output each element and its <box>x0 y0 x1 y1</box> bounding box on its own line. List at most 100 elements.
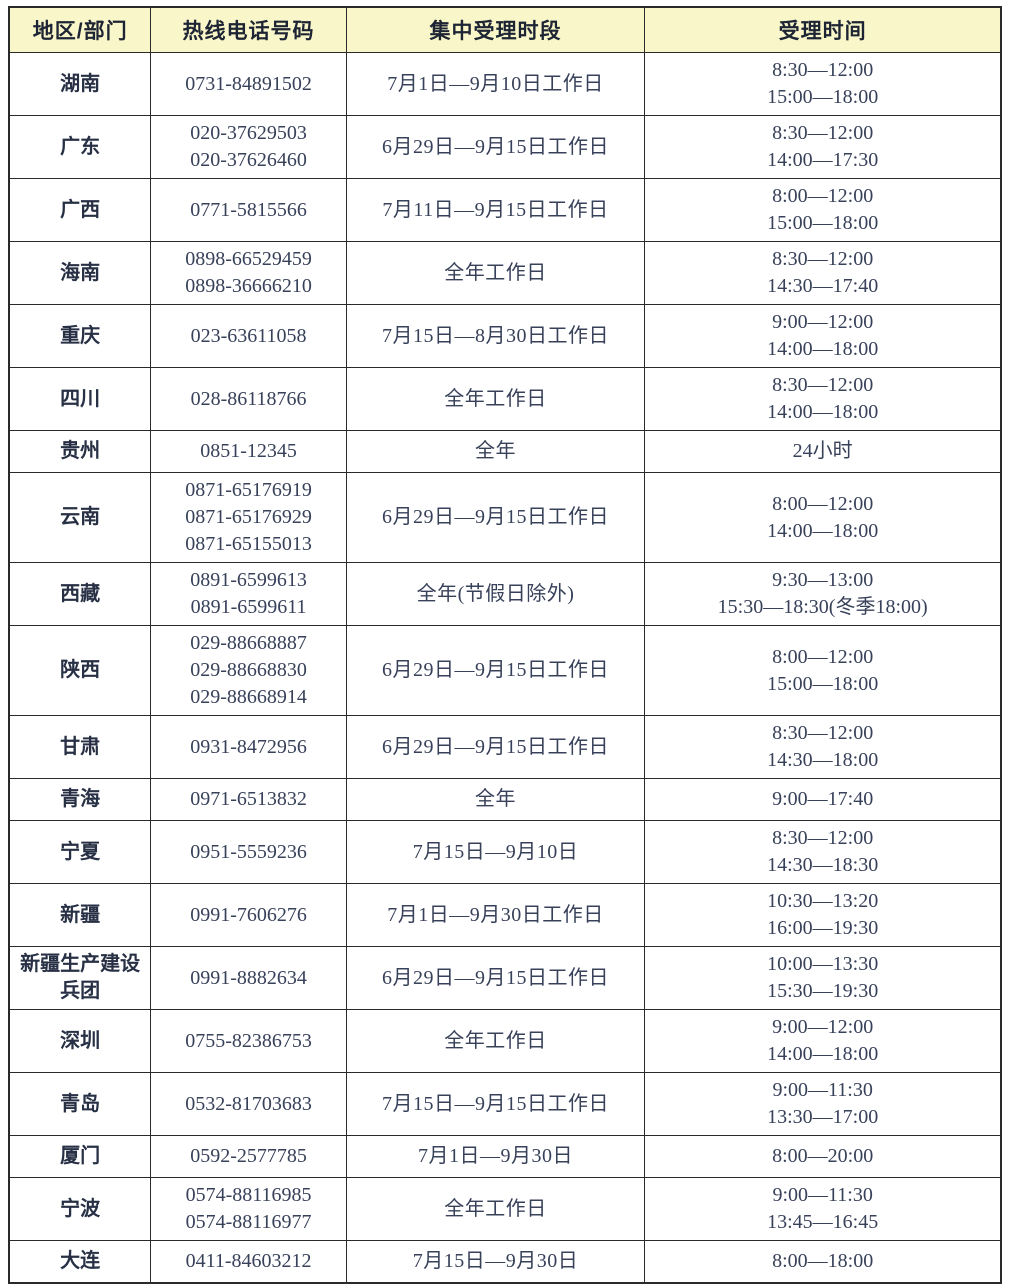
region-cell: 宁波 <box>8 1177 152 1241</box>
region-name: 青岛 <box>60 1092 101 1115</box>
region-name: 湖南 <box>60 72 101 95</box>
table-row: 宁夏 0951-5559236 7月15日—9月10日 8:30—12:00 14:30… <box>8 820 1002 884</box>
time-cell: 8:30—12:00 14:00—18:00 <box>644 367 1002 431</box>
phone-cell: 0871-65176919 0871-65176929 0871-65155013 <box>150 472 347 563</box>
column-header-period: 集中受理时段 <box>345 6 646 53</box>
time-cell: 8:30—12:00 14:30—18:00 <box>644 715 1002 779</box>
phone-cell: 0731-84891502 <box>150 52 347 116</box>
time-cell: 8:00—12:00 14:00—18:00 <box>644 472 1002 563</box>
period-cell: 6月29日—9月15日工作日 <box>345 625 646 716</box>
table-row: 大连 0411-84603212 7月15日—9月30日 8:00—18:00 <box>8 1240 1002 1283</box>
time-range: 15:00—18:00 <box>767 86 879 108</box>
region-name: 宁夏 <box>60 840 101 863</box>
time-cell: 8:00—20:00 <box>644 1135 1002 1178</box>
phone-number: 0991-7606276 <box>190 903 307 926</box>
period-cell: 6月29日—9月15日工作日 <box>345 946 646 1010</box>
phone-cell: 029-88668887 029-88668830 029-88668914 <box>150 625 347 716</box>
table-body: 湖南 0731-84891502 7月1日—9月10日工作日 8:30—12:00 15… <box>8 52 1002 1283</box>
time-range: 15:30—18:30(冬季18:00) <box>717 596 928 618</box>
period-text: 6月29日—9月15日工作日 <box>382 735 610 758</box>
region-cell: 四川 <box>8 367 152 431</box>
table-row: 新疆 0991-7606276 7月1日—9月30日工作日 10:30—13:20 16… <box>8 883 1002 947</box>
time-range: 9:00—11:30 <box>772 1079 873 1101</box>
phone-cell: 0755-82386753 <box>150 1009 347 1073</box>
phone-cell: 0951-5559236 <box>150 820 347 884</box>
time-cell: 8:30—12:00 14:00—17:30 <box>644 115 1002 179</box>
region-name: 陕西 <box>60 659 101 681</box>
period-text: 7月1日—9月30日 <box>418 1145 574 1167</box>
time-cell: 9:00—12:00 14:00—18:00 <box>644 1009 1002 1073</box>
region-cell: 湖南 <box>8 52 152 116</box>
phone-cell: 023-63611058 <box>150 304 347 368</box>
time-range: 14:00—18:00 <box>767 338 879 360</box>
time-cell: 9:00—11:30 13:30—17:00 <box>644 1072 1002 1136</box>
table-row: 云南 0871-65176919 0871-65176929 0871-6515501… <box>8 472 1002 563</box>
time-cell: 8:30—12:00 15:00—18:00 <box>644 52 1002 116</box>
period-text: 全年工作日 <box>444 387 547 410</box>
region-name: 广东 <box>60 135 101 158</box>
region-cell: 云南 <box>8 472 152 563</box>
region-cell: 西藏 <box>8 562 152 626</box>
time-range: 8:30—12:00 <box>772 122 874 144</box>
table-row: 陕西 029-88668887 029-88668830 029-88668914 6月… <box>8 625 1002 716</box>
phone-number: 020-37626460 <box>190 149 307 171</box>
region-name: 甘肃 <box>60 735 101 758</box>
period-text: 7月15日—9月30日 <box>412 1249 579 1272</box>
time-range: 10:30—13:20 <box>767 890 879 912</box>
time-range: 24小时 <box>792 440 853 462</box>
period-text: 6月29日—9月15日工作日 <box>382 506 610 528</box>
phone-number: 0891-6599613 <box>190 569 307 591</box>
time-range: 8:30—12:00 <box>772 59 874 81</box>
time-range: 8:00—12:00 <box>772 645 874 668</box>
phone-number: 0574-88116985 <box>185 1184 312 1206</box>
period-cell: 7月15日—8月30日工作日 <box>345 304 646 368</box>
region-cell: 青海 <box>8 778 152 821</box>
period-cell: 全年 <box>345 778 646 821</box>
phone-cell: 0532-81703683 <box>150 1072 347 1136</box>
time-range: 8:00—12:00 <box>772 492 874 515</box>
phone-number: 0951-5559236 <box>190 840 307 863</box>
region-name: 广西 <box>60 198 101 221</box>
table-row: 广西 0771-5815566 7月11日—9月15日工作日 8:00—12:00 15… <box>8 178 1002 242</box>
period-text: 6月29日—9月15日工作日 <box>382 659 610 681</box>
period-text: 全年工作日 <box>444 1029 547 1052</box>
time-range: 14:30—17:40 <box>767 275 879 297</box>
period-cell: 全年工作日 <box>345 1177 646 1241</box>
hotline-table: 地区/部门 热线电话号码 集中受理时段 受理时间 湖南 0731-84891502… <box>8 6 1002 1284</box>
period-cell: 全年工作日 <box>345 241 646 305</box>
phone-number: 0871-65176929 <box>185 506 312 528</box>
phone-cell: 0931-8472956 <box>150 715 347 779</box>
time-range: 14:00—18:00 <box>767 1043 879 1065</box>
phone-number: 0898-36666210 <box>185 275 312 297</box>
period-cell: 6月29日—9月15日工作日 <box>345 472 646 563</box>
phone-number: 0898-66529459 <box>185 248 312 270</box>
period-text: 7月1日—9月10日工作日 <box>387 72 604 95</box>
phone-number: 0871-65176919 <box>185 479 312 501</box>
phone-number: 0971-6513832 <box>190 788 307 810</box>
region-name: 宁波 <box>60 1197 101 1220</box>
period-text: 7月15日—8月30日工作日 <box>382 324 610 347</box>
phone-number: 0771-5815566 <box>190 198 307 221</box>
region-name: 海南 <box>60 261 101 284</box>
region-name: 深圳 <box>60 1029 101 1052</box>
time-range: 10:00—13:30 <box>767 953 879 975</box>
region-name: 大连 <box>60 1249 101 1272</box>
period-cell: 7月15日—9月15日工作日 <box>345 1072 646 1136</box>
period-text: 6月29日—9月15日工作日 <box>382 135 610 158</box>
phone-number: 0891-6599611 <box>190 596 307 618</box>
region-name: 重庆 <box>60 324 101 347</box>
period-cell: 全年工作日 <box>345 367 646 431</box>
time-cell: 8:00—12:00 15:00—18:00 <box>644 178 1002 242</box>
time-range: 8:30—12:00 <box>772 248 874 270</box>
phone-number: 0574-88116977 <box>185 1211 312 1233</box>
period-text: 6月29日—9月15日工作日 <box>382 966 610 989</box>
table-row: 甘肃 0931-8472956 6月29日—9月15日工作日 8:30—12:00 14… <box>8 715 1002 779</box>
period-cell: 6月29日—9月15日工作日 <box>345 715 646 779</box>
time-cell: 9:30—13:00 15:30—18:30(冬季18:00) <box>644 562 1002 626</box>
period-text: 7月1日—9月30日工作日 <box>387 903 604 926</box>
time-cell: 10:00—13:30 15:30—19:30 <box>644 946 1002 1010</box>
time-range: 13:30—17:00 <box>767 1106 879 1128</box>
region-name: 青海 <box>60 788 101 810</box>
time-range: 15:00—18:00 <box>767 212 879 234</box>
region-cell: 宁夏 <box>8 820 152 884</box>
